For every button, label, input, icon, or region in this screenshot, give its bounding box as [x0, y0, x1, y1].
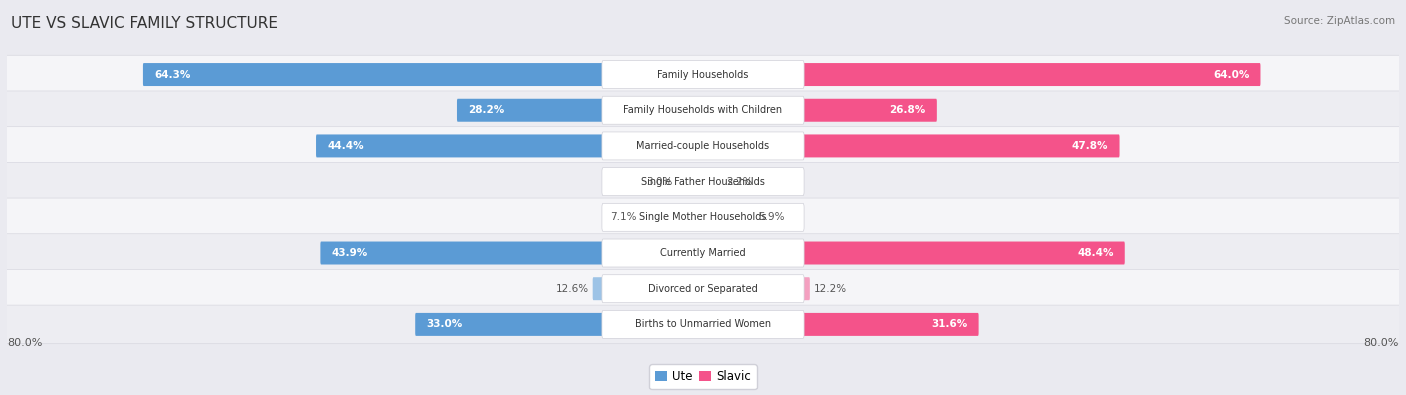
Text: 12.2%: 12.2%: [814, 284, 846, 294]
Text: Single Father Households: Single Father Households: [641, 177, 765, 186]
Text: Currently Married: Currently Married: [661, 248, 745, 258]
Text: Births to Unmarried Women: Births to Unmarried Women: [636, 320, 770, 329]
FancyBboxPatch shape: [602, 239, 804, 267]
FancyBboxPatch shape: [676, 170, 703, 193]
FancyBboxPatch shape: [321, 241, 703, 265]
Text: Single Mother Households: Single Mother Households: [640, 213, 766, 222]
Text: 28.2%: 28.2%: [468, 105, 505, 115]
Text: Divorced or Separated: Divorced or Separated: [648, 284, 758, 294]
FancyBboxPatch shape: [316, 134, 703, 158]
Text: 48.4%: 48.4%: [1077, 248, 1114, 258]
FancyBboxPatch shape: [415, 313, 703, 336]
Text: Family Households with Children: Family Households with Children: [623, 105, 783, 115]
Text: 33.0%: 33.0%: [426, 320, 463, 329]
Legend: Ute, Slavic: Ute, Slavic: [650, 364, 756, 389]
Text: 2.2%: 2.2%: [727, 177, 754, 186]
FancyBboxPatch shape: [593, 277, 703, 300]
FancyBboxPatch shape: [6, 91, 1400, 130]
Text: 64.0%: 64.0%: [1213, 70, 1250, 79]
Text: Married-couple Households: Married-couple Households: [637, 141, 769, 151]
Text: UTE VS SLAVIC FAMILY STRUCTURE: UTE VS SLAVIC FAMILY STRUCTURE: [11, 16, 278, 31]
FancyBboxPatch shape: [703, 277, 810, 300]
FancyBboxPatch shape: [602, 132, 804, 160]
FancyBboxPatch shape: [703, 170, 723, 193]
FancyBboxPatch shape: [6, 198, 1400, 237]
FancyBboxPatch shape: [143, 63, 703, 86]
FancyBboxPatch shape: [602, 203, 804, 231]
Text: 47.8%: 47.8%: [1071, 141, 1108, 151]
FancyBboxPatch shape: [602, 96, 804, 124]
FancyBboxPatch shape: [703, 134, 1119, 158]
FancyBboxPatch shape: [457, 99, 703, 122]
FancyBboxPatch shape: [6, 269, 1400, 308]
Text: Source: ZipAtlas.com: Source: ZipAtlas.com: [1284, 16, 1395, 26]
Text: 31.6%: 31.6%: [931, 320, 967, 329]
Text: 3.0%: 3.0%: [647, 177, 672, 186]
Text: 12.6%: 12.6%: [555, 284, 589, 294]
Text: 64.3%: 64.3%: [155, 70, 190, 79]
FancyBboxPatch shape: [641, 206, 703, 229]
FancyBboxPatch shape: [6, 162, 1400, 201]
Text: 5.9%: 5.9%: [759, 213, 785, 222]
Text: Family Households: Family Households: [658, 70, 748, 79]
FancyBboxPatch shape: [703, 206, 755, 229]
FancyBboxPatch shape: [602, 310, 804, 339]
FancyBboxPatch shape: [6, 55, 1400, 94]
FancyBboxPatch shape: [602, 167, 804, 196]
FancyBboxPatch shape: [703, 313, 979, 336]
FancyBboxPatch shape: [703, 99, 936, 122]
FancyBboxPatch shape: [6, 127, 1400, 165]
FancyBboxPatch shape: [703, 241, 1125, 265]
Text: 26.8%: 26.8%: [890, 105, 925, 115]
Text: 7.1%: 7.1%: [610, 213, 637, 222]
Text: 80.0%: 80.0%: [7, 338, 42, 348]
FancyBboxPatch shape: [6, 234, 1400, 272]
Text: 44.4%: 44.4%: [328, 141, 364, 151]
FancyBboxPatch shape: [6, 305, 1400, 344]
FancyBboxPatch shape: [602, 275, 804, 303]
Text: 80.0%: 80.0%: [1364, 338, 1399, 348]
Text: 43.9%: 43.9%: [332, 248, 368, 258]
FancyBboxPatch shape: [703, 63, 1260, 86]
FancyBboxPatch shape: [602, 60, 804, 88]
